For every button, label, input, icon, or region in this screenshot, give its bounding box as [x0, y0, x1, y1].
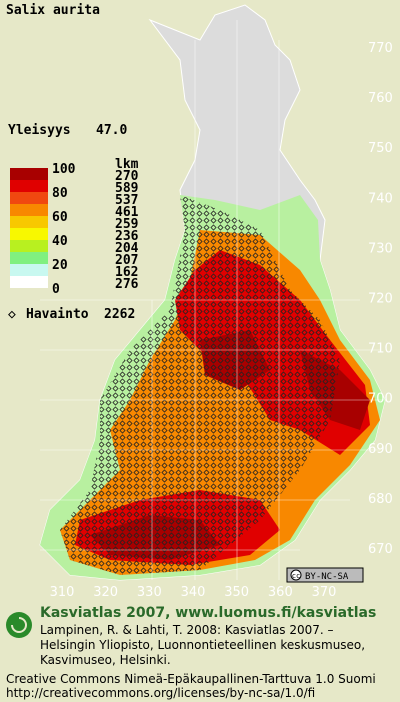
observation-value: 2262: [104, 307, 135, 322]
y-grid-label: 670: [368, 542, 393, 557]
legend-swatch: [10, 192, 48, 204]
license-url: http://creativecommons.org/licenses/by-n…: [6, 686, 315, 700]
frequency-label: Yleisyys: [8, 123, 71, 138]
legend-scale-label: 20: [52, 258, 68, 273]
svg-text:cc: cc: [292, 572, 300, 580]
logo: [6, 612, 32, 638]
legend-count: 276: [115, 277, 139, 292]
legend-scale-label: 100: [52, 162, 76, 177]
observation-dots: [60, 195, 340, 575]
legend-count: 537: [115, 193, 138, 208]
x-grid-label: 350: [224, 585, 249, 600]
map: [39, 4, 386, 581]
citation-line: Lampinen, R. & Lahti, T. 2008: Kasviatla…: [40, 623, 334, 637]
x-grid-label: 330: [137, 585, 162, 600]
legend-swatch: [10, 264, 48, 276]
legend-count: 162: [115, 265, 138, 280]
x-grid-label: 310: [50, 585, 75, 600]
legend-swatch: [10, 228, 48, 240]
legend-swatch: [10, 252, 48, 264]
citation-line: Kasvimuseo, Helsinki.: [40, 653, 171, 667]
legend-scale-label: 60: [52, 210, 68, 225]
y-grid-label: 760: [368, 91, 393, 106]
legend-count: 589: [115, 181, 138, 196]
y-grid-label: 690: [368, 442, 393, 457]
observation-label: Havainto: [26, 307, 89, 322]
y-grid-label: 770: [368, 41, 393, 56]
count-header: lkm: [115, 157, 139, 172]
legend-scale-label: 80: [52, 186, 68, 201]
y-grid-label: 680: [368, 492, 393, 507]
legend-swatch: [10, 168, 48, 180]
legend-scale-label: 0: [52, 282, 60, 297]
legend-swatch: [10, 204, 48, 216]
observation-symbol: ◇: [8, 307, 16, 322]
legend-count: 207: [115, 253, 138, 268]
legend-scale-label: 40: [52, 234, 68, 249]
legend-count: 204: [115, 241, 139, 256]
species-title: Salix aurita: [6, 3, 100, 18]
license-badge-text: BY-NC-SA: [305, 572, 349, 582]
grid-lines: [40, 20, 385, 580]
y-grid-label: 700: [368, 392, 393, 407]
legend-count: 461: [115, 205, 139, 220]
legend-swatch: [10, 276, 48, 288]
y-grid-label: 720: [368, 292, 393, 307]
y-grid-label: 730: [368, 241, 393, 256]
frequency-value: 47.0: [96, 123, 127, 138]
legend-count: 236: [115, 229, 139, 244]
legend-swatch: [10, 216, 48, 228]
x-grid-label: 370: [312, 585, 337, 600]
legend-count: 270: [115, 169, 139, 184]
legend-swatch: [10, 240, 48, 252]
y-grid-label: 750: [368, 141, 393, 156]
x-grid-label: 360: [268, 585, 293, 600]
license-badge: cc BY-NC-SA: [286, 567, 364, 583]
y-grid-label: 710: [368, 342, 393, 357]
footer-heading: Kasviatlas 2007, www.luomus.fi/kasviatla…: [40, 605, 376, 621]
x-grid-label: 320: [93, 585, 118, 600]
license-text: Creative Commons Nimeä-Epäkaupallinen-Ta…: [6, 672, 376, 686]
x-grid-label: 340: [181, 585, 206, 600]
legend-swatch: [10, 180, 48, 192]
citation-line: Helsingin Yliopisto, Luonnontieteellinen…: [40, 638, 365, 652]
legend-count: 259: [115, 217, 138, 232]
y-grid-label: 740: [368, 191, 393, 206]
